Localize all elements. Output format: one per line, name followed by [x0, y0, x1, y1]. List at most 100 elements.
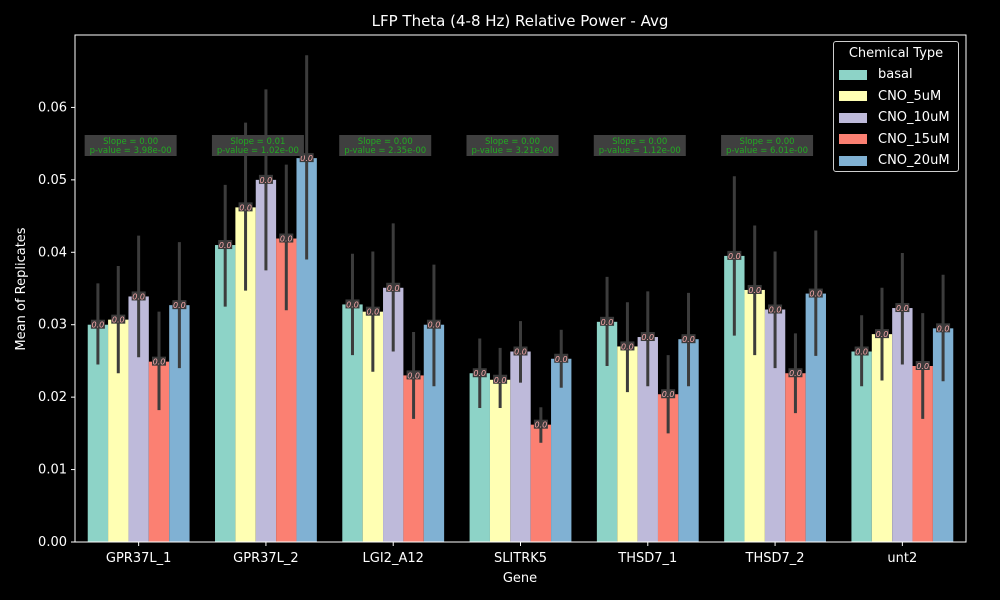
y-tick-label: 0.06 [38, 100, 67, 115]
legend-swatch [839, 69, 867, 80]
x-tick-label: SLITRK5 [494, 551, 547, 566]
x-axis-label: Gene [503, 571, 537, 586]
bar-value-label: 0.0 [809, 290, 822, 299]
bar-value-label: 0.0 [555, 355, 568, 364]
x-tick-label: unt2 [887, 551, 917, 566]
legend: Chemical Type basal CNO_5uM CNO_10uM CNO_15… [833, 41, 959, 172]
annotation-box [466, 135, 559, 156]
p-value-annotation: p-value = 1.12e-00 [599, 146, 681, 156]
bar [764, 309, 786, 542]
bar-value-label: 0.0 [789, 369, 802, 378]
p-value-annotation: p-value = 1.02e-00 [217, 146, 299, 156]
value-label-bg [406, 370, 421, 380]
bar-value-label: 0.0 [728, 252, 741, 261]
y-tick-label: 0.02 [38, 390, 67, 405]
bar-value-label: 0.0 [855, 348, 868, 357]
bar [489, 379, 511, 542]
bar [296, 158, 317, 542]
value-label-bg [747, 284, 762, 294]
bar [912, 365, 933, 542]
legend-label: CNO_15uM [878, 131, 950, 147]
legend-label: basal [878, 67, 913, 83]
y-tick-label: 0.05 [38, 173, 67, 188]
value-label-bg [788, 368, 803, 378]
bar [423, 324, 445, 542]
legend-item: CNO_10uM [834, 107, 958, 129]
bar [87, 324, 109, 542]
value-label-bg [915, 360, 930, 370]
x-tick-label: THSD7_2 [745, 551, 805, 566]
slope-annotation: Slope = 0.01 [230, 137, 285, 147]
bar [551, 358, 572, 542]
value-label-bg [258, 174, 273, 184]
bar-value-label: 0.0 [428, 321, 441, 330]
value-label-bg [172, 300, 187, 310]
y-tick-label: 0.00 [38, 535, 67, 550]
annotation-box [339, 135, 432, 156]
bar [148, 361, 170, 542]
bar [785, 373, 806, 542]
bar [235, 207, 256, 542]
slope-annotation: Slope = 0.00 [485, 137, 540, 147]
legend-swatch [839, 155, 867, 166]
value-label-bg [727, 250, 742, 260]
bar [744, 289, 765, 542]
value-label-bg [854, 346, 869, 356]
plot-area: 0.00.00.00.00.00.00.00.00.00.00.00.00.00… [38, 34, 967, 566]
legend-item: CNO_5uM [834, 86, 958, 108]
bar [805, 293, 826, 542]
bar-value-label: 0.0 [514, 348, 527, 357]
bar-value-label: 0.0 [769, 306, 782, 315]
bar [678, 339, 699, 542]
annotation-box [211, 135, 304, 156]
bar-value-label: 0.0 [876, 330, 889, 339]
bar [892, 308, 913, 542]
x-tick-label: LGI2_A12 [363, 551, 424, 566]
slope-annotation: Slope = 0.00 [612, 137, 667, 147]
value-label-bg [600, 316, 615, 326]
bar-value-label: 0.0 [239, 203, 252, 212]
value-label-bg [640, 332, 655, 342]
legend-item: basal [834, 64, 958, 86]
bar-value-label: 0.0 [621, 342, 634, 351]
bar-value-label: 0.0 [916, 362, 929, 371]
bar [128, 296, 149, 542]
bar-value-label: 0.0 [387, 284, 400, 293]
value-label-bg [131, 291, 146, 301]
bar-value-label: 0.0 [937, 324, 950, 333]
bar-value-label: 0.0 [280, 235, 293, 244]
value-label-bg [681, 334, 696, 344]
bar [724, 255, 745, 542]
x-tick-label: GPR37L_1 [106, 551, 172, 566]
value-label-bg [472, 368, 487, 378]
value-label-bg [936, 323, 951, 333]
bar [637, 337, 658, 542]
legend-swatch [839, 112, 867, 123]
bar-value-label: 0.0 [641, 333, 654, 342]
bar-value-label: 0.0 [92, 321, 105, 330]
bar-value-label: 0.0 [260, 176, 273, 185]
bar-value-label: 0.0 [132, 292, 145, 301]
legend-item: CNO_20uM [834, 150, 958, 172]
legend-label: CNO_20uM [878, 153, 950, 169]
slope-annotation: Slope = 0.00 [103, 137, 158, 147]
value-label-bg [90, 319, 105, 329]
value-label-bg [768, 304, 783, 314]
value-label-bg [218, 240, 233, 250]
bar-value-label: 0.0 [219, 241, 232, 250]
bar [276, 238, 297, 542]
bar-value-label: 0.0 [748, 286, 761, 295]
value-label-bg [386, 282, 401, 292]
bar-value-label: 0.0 [366, 308, 379, 317]
value-label-bg [152, 356, 167, 366]
bar [403, 375, 424, 542]
value-label-bg [533, 419, 548, 429]
bar [871, 334, 893, 542]
y-tick-label: 0.01 [38, 463, 67, 478]
bar [108, 319, 129, 542]
bar [617, 346, 638, 542]
value-label-bg [661, 389, 676, 399]
y-axis-label: Mean of Replicates [14, 227, 29, 350]
legend-swatch [839, 134, 867, 145]
annotation-box [84, 135, 177, 156]
